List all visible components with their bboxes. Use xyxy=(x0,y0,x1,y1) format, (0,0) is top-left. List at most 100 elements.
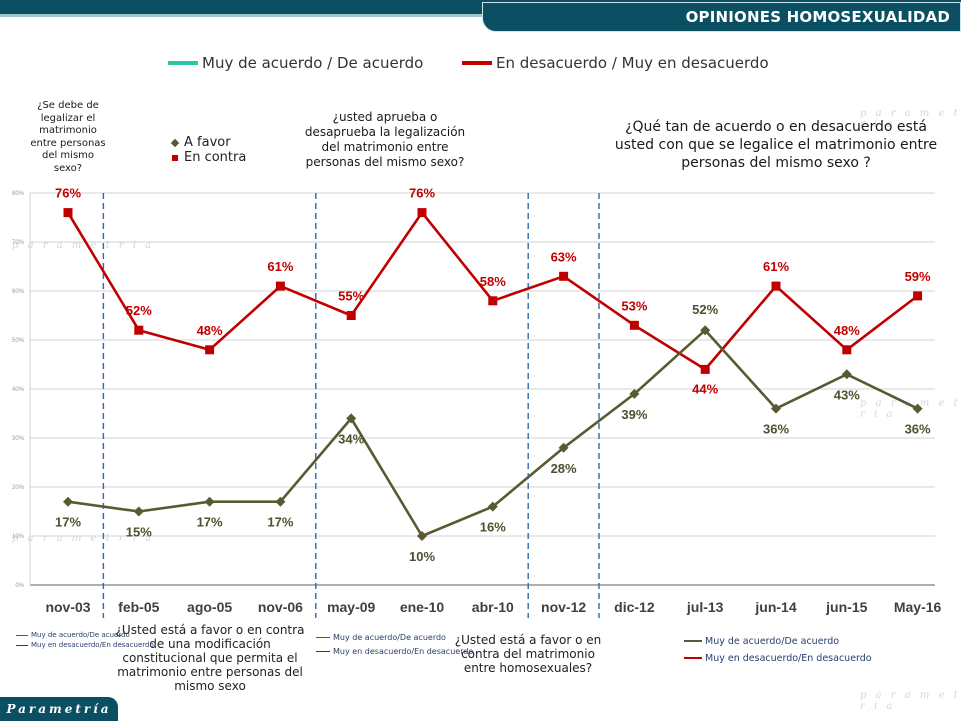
x-tick-label: dic-12 xyxy=(614,599,655,615)
watermark-text: p a r a m e t r i a xyxy=(12,240,155,251)
data-point-contra xyxy=(842,345,852,355)
watermark-text: p a r a m e t r i a xyxy=(860,398,961,420)
x-tick-label: ago-05 xyxy=(187,599,232,615)
watermark-text: p a r a m e t r i a xyxy=(12,533,155,544)
data-point-contra xyxy=(63,208,73,218)
y-tick-label: 40% xyxy=(12,387,25,393)
data-label-favor: 16% xyxy=(480,520,506,535)
data-label-favor: 36% xyxy=(763,422,789,437)
x-tick-label: jun-14 xyxy=(754,599,796,615)
title-banner: OPINIONES HOMOSEXUALIDAD xyxy=(482,2,961,32)
data-point-contra xyxy=(488,296,498,306)
data-point-contra xyxy=(771,281,781,291)
page-title: OPINIONES HOMOSEXUALIDAD xyxy=(685,8,950,26)
diamond-marker-icon xyxy=(170,138,180,147)
data-point-contra xyxy=(913,291,923,301)
data-point-favor xyxy=(63,496,73,507)
data-label-favor: 17% xyxy=(197,515,223,530)
data-point-favor xyxy=(204,496,215,507)
y-tick-label: 0% xyxy=(15,583,24,589)
data-label-contra: 61% xyxy=(763,259,789,274)
data-label-contra: 76% xyxy=(409,186,435,201)
data-point-contra xyxy=(275,281,285,291)
question-1: ¿Se debe de legalizar el matrimonio entr… xyxy=(30,100,106,174)
data-point-favor xyxy=(841,369,852,380)
brand-name: Parametría xyxy=(6,702,112,716)
y-tick-label: 80% xyxy=(12,191,25,197)
question-2: ¿usted aprueba o desaprueba la legalizac… xyxy=(304,110,466,169)
y-tick-label: 30% xyxy=(12,436,25,442)
data-point-contra xyxy=(629,320,639,330)
data-point-favor xyxy=(558,442,569,453)
x-tick-label: feb-05 xyxy=(118,599,159,615)
data-label-contra: 48% xyxy=(834,323,860,338)
legend-favor: Muy de acuerdo / De acuerdo xyxy=(168,54,423,72)
y-tick-label: 20% xyxy=(12,485,25,491)
data-label-contra: 58% xyxy=(480,274,506,289)
inner-legend-favor: A favor xyxy=(184,135,231,150)
question-4: ¿Usted está a favor o en contra de una m… xyxy=(115,623,305,693)
mini-legend-contra: Muy en desacuerdo/En desacuerdo xyxy=(333,646,474,656)
inner-legend-contra: En contra xyxy=(184,150,247,165)
data-point-favor xyxy=(629,388,640,399)
legend-favor-swatch xyxy=(168,61,198,65)
question-5: ¿Usted está a favor o en contra del matr… xyxy=(454,633,602,675)
mini-legend-favor: Muy de acuerdo/De acuerdo xyxy=(31,631,130,639)
data-point-favor xyxy=(417,531,427,541)
mini-legend-3: Muy de acuerdo/De acuerdo Muy en desacue… xyxy=(684,630,872,664)
data-point-favor xyxy=(133,506,144,517)
data-label-favor: 10% xyxy=(409,549,435,564)
data-label-contra: 55% xyxy=(338,289,364,304)
data-label-favor: 17% xyxy=(55,515,81,530)
data-label-favor: 17% xyxy=(267,515,293,530)
mini-legend-contra: Muy en desacuerdo/En desacuerdo xyxy=(31,641,154,649)
data-label-contra: 63% xyxy=(551,249,577,264)
x-tick-label: ene-10 xyxy=(400,599,445,615)
data-label-contra: 76% xyxy=(55,186,81,201)
legend-contra: En desacuerdo / Muy en desacuerdo xyxy=(462,54,769,72)
mini-legend-favor: Muy de acuerdo/De acuerdo xyxy=(705,635,840,647)
x-tick-label: nov-06 xyxy=(258,599,303,615)
data-point-favor xyxy=(346,413,357,424)
data-label-favor: 28% xyxy=(551,461,577,476)
x-tick-label: May-16 xyxy=(894,599,942,615)
watermark-text: p a r a m e t r i a xyxy=(860,108,961,130)
data-point-contra xyxy=(700,364,710,374)
data-point-favor xyxy=(700,325,711,336)
brand-logo: Parametría xyxy=(0,697,118,721)
data-label-favor: 43% xyxy=(834,387,860,402)
data-point-favor xyxy=(771,403,781,414)
series-line-favor xyxy=(67,328,919,538)
watermark-text: p a r a m e t r i a xyxy=(860,690,961,712)
data-label-contra: 59% xyxy=(905,269,931,284)
mini-legend-1: Muy de acuerdo/De acuerdo Muy en desacue… xyxy=(16,630,154,650)
x-tick-label: abr-10 xyxy=(472,599,514,615)
square-marker-icon xyxy=(172,154,178,161)
data-label-contra: 44% xyxy=(692,381,718,396)
top-bar-accent xyxy=(0,14,961,17)
x-tick-label: nov-03 xyxy=(45,599,90,615)
legend-contra-label: En desacuerdo / Muy en desacuerdo xyxy=(496,54,769,72)
legend-contra-swatch xyxy=(462,61,492,65)
legend-favor-label: Muy de acuerdo / De acuerdo xyxy=(202,54,424,72)
inner-legend: A favor En contra xyxy=(170,135,247,165)
data-point-contra xyxy=(205,345,215,355)
data-label-contra: 52% xyxy=(126,303,152,318)
mini-legend-favor: Muy de acuerdo/De acuerdo xyxy=(333,632,446,642)
data-label-favor: 52% xyxy=(692,302,718,317)
data-label-contra: 61% xyxy=(267,259,293,274)
y-tick-label: 50% xyxy=(12,338,25,344)
data-label-favor: 36% xyxy=(905,422,931,437)
data-point-contra xyxy=(559,271,569,281)
x-tick-label: jul-13 xyxy=(686,599,724,615)
mini-legend-2: Muy de acuerdo/De acuerdo Muy en desacue… xyxy=(316,630,473,658)
data-point-contra xyxy=(417,208,427,218)
data-point-contra xyxy=(134,325,144,335)
data-label-contra: 48% xyxy=(197,323,223,338)
data-label-contra: 53% xyxy=(621,298,647,313)
data-point-contra xyxy=(346,311,356,320)
data-label-favor: 39% xyxy=(621,407,647,422)
x-tick-label: jun-15 xyxy=(825,599,867,615)
x-tick-label: may-09 xyxy=(327,599,375,615)
